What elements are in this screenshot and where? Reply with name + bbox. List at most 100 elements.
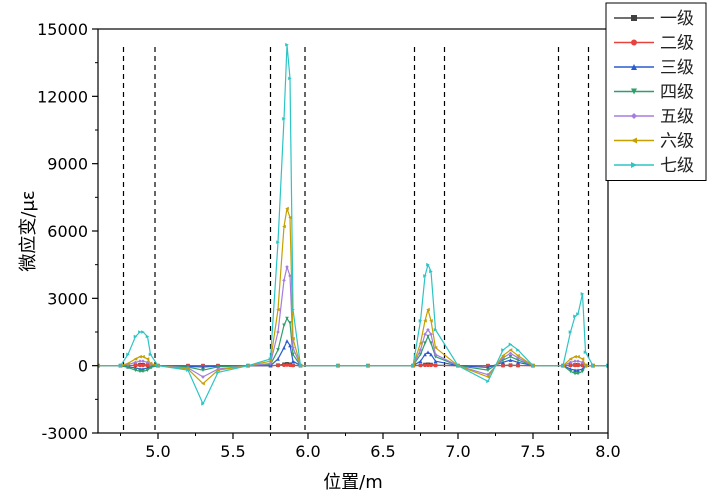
data-point (568, 330, 573, 334)
y-axis-label: 微应变/με (18, 190, 39, 271)
data-point (148, 365, 153, 370)
data-point (288, 76, 292, 81)
data-point (429, 269, 433, 274)
data-point (423, 332, 427, 337)
data-point (501, 348, 505, 352)
legend-marker (631, 39, 637, 46)
data-point (288, 363, 292, 368)
data-point (282, 116, 286, 121)
data-point (156, 363, 160, 368)
y-tick-label: -3000 (42, 424, 89, 443)
x-tick-label: 7.5 (520, 442, 545, 461)
data-point (418, 359, 423, 363)
data-point (118, 363, 123, 368)
data-point (429, 332, 433, 337)
data-point (291, 359, 295, 363)
data-point (501, 363, 505, 368)
axis-ticks: 5.0 5.5 6.0 6.5 7.0 7.5 8.0 -3000 0 3000 6000 9000 1… (37, 20, 621, 461)
data-point (576, 312, 580, 316)
data-point (291, 363, 295, 368)
data-point (568, 369, 573, 374)
data-point (148, 352, 153, 357)
data-point (138, 363, 142, 368)
data-point (133, 334, 138, 339)
data-point (336, 363, 340, 368)
data-point (429, 341, 433, 346)
data-point (418, 348, 423, 352)
data-point (126, 352, 130, 357)
data-point (186, 368, 190, 372)
data-point (126, 361, 130, 366)
legend-marker (631, 64, 637, 70)
data-point (141, 369, 145, 374)
legend-item-1: 一级 (614, 9, 694, 29)
data-point (201, 381, 205, 386)
y-tick-label: 0 (78, 357, 88, 376)
x-tick-label: 7.0 (445, 442, 470, 461)
data-point (126, 365, 130, 370)
x-tick-label: 5.0 (145, 442, 170, 461)
data-point (573, 354, 577, 359)
data-point (516, 348, 520, 352)
data-point (268, 359, 273, 363)
data-point (285, 206, 289, 211)
data-point (291, 336, 295, 341)
data-point (486, 368, 490, 372)
data-point (576, 359, 580, 363)
data-point (508, 342, 513, 347)
data-point (216, 368, 220, 372)
data-point (141, 330, 145, 334)
legend-marker (631, 113, 637, 119)
data-point (285, 265, 289, 269)
data-point (276, 363, 280, 368)
y-tick-label: 15000 (37, 20, 88, 39)
data-point (423, 363, 427, 368)
legend-marker (631, 88, 637, 95)
data-point (573, 371, 577, 376)
series-6 (98, 206, 608, 386)
data-point (456, 363, 460, 368)
data-point (433, 359, 438, 363)
data-point (568, 357, 573, 361)
data-point (516, 360, 520, 365)
data-point (138, 354, 142, 359)
data-point (282, 278, 286, 283)
data-point (576, 354, 580, 359)
data-point (573, 314, 577, 319)
data-point (486, 372, 490, 377)
data-point (433, 327, 438, 332)
legend-item-3: 三级 (614, 58, 694, 78)
data-point (291, 307, 295, 312)
data-point (433, 345, 438, 350)
data-point (580, 369, 585, 374)
data-point (486, 379, 490, 384)
data-point (285, 339, 289, 343)
data-point (141, 359, 145, 363)
data-point (133, 363, 138, 368)
data-point (145, 334, 150, 339)
data-point (288, 215, 292, 220)
data-point (268, 357, 273, 361)
data-point (145, 368, 150, 372)
data-point (145, 360, 150, 365)
data-point (516, 356, 520, 360)
data-point (285, 363, 289, 367)
data-point (276, 330, 280, 334)
data-point (568, 360, 573, 365)
data-point (501, 353, 505, 358)
data-point (366, 363, 370, 368)
data-point (291, 352, 295, 357)
data-point (285, 316, 289, 321)
data-point (580, 357, 585, 361)
data-point (433, 352, 438, 357)
data-point (516, 353, 520, 358)
data-point (148, 361, 153, 366)
data-point (201, 375, 205, 379)
y-tick-label: 12000 (37, 87, 88, 106)
data-point (423, 341, 427, 346)
data-point (501, 360, 505, 365)
data-point (298, 363, 303, 368)
data-point (145, 357, 150, 361)
data-point (282, 323, 286, 328)
